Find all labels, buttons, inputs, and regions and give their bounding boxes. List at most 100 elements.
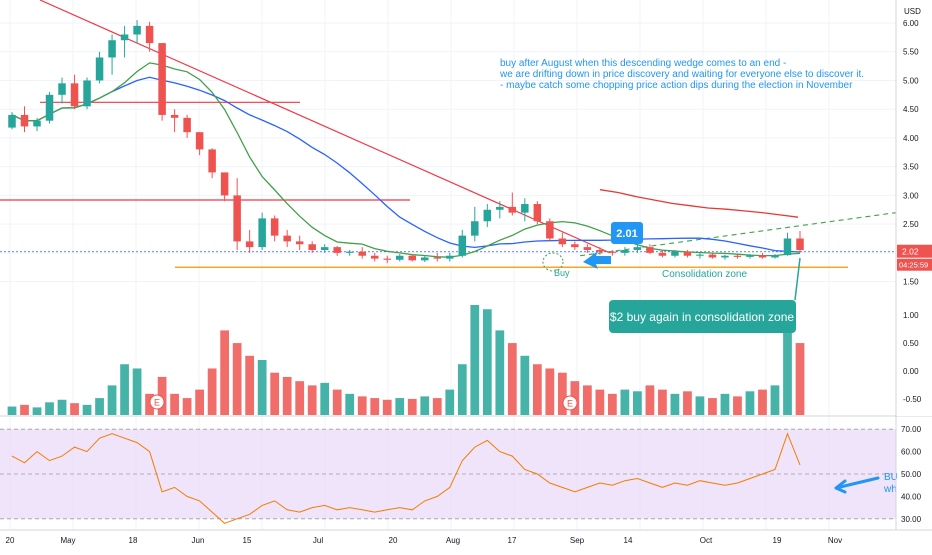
volume-bar [683, 391, 692, 415]
candle-body [658, 252, 667, 256]
volume-bar [195, 389, 204, 415]
price-tick-label: 1.50 [903, 278, 919, 287]
time-tick-label: 14 [624, 536, 633, 545]
price-tick-label: 6.00 [903, 19, 919, 28]
volume-bar [620, 389, 630, 415]
countdown-label: 04:25:59 [899, 261, 928, 270]
sma-red [599, 189, 799, 218]
volume-bar [457, 364, 467, 415]
candle-body [683, 251, 692, 256]
last-price-label: 2.02 [902, 247, 919, 257]
time-tick-label: Sep [570, 536, 585, 545]
candle-body [458, 235, 467, 256]
volume-bar [82, 404, 92, 415]
candle-body [345, 251, 354, 253]
candle-body [258, 218, 266, 248]
volume-bar [532, 364, 542, 415]
volume-bar [758, 389, 767, 415]
volume-layer [7, 305, 805, 415]
oscillator-tick-label: 1.00 [903, 311, 919, 320]
price-tick-label: 2.50 [903, 220, 919, 229]
candle-body [521, 204, 529, 213]
time-tick-label: Nov [828, 536, 842, 545]
rsi-line [11, 432, 801, 524]
volume-bar [45, 402, 54, 415]
price-axis-bg [896, 0, 932, 416]
candle-body [733, 255, 742, 257]
wedge-breakout-line [579, 212, 897, 257]
time-tick-label: 18 [129, 536, 138, 545]
callout-box [609, 300, 796, 333]
volume-bar [470, 305, 480, 415]
last-price-box [897, 244, 932, 258]
annotations-layer: buy after August when this descending we… [149, 58, 898, 495]
volume-bar [395, 398, 405, 415]
earnings-marker [562, 395, 578, 411]
volume-bar [120, 364, 129, 415]
time-tick-label: May [60, 536, 75, 545]
candle-body [183, 117, 191, 133]
candle-body [233, 195, 241, 242]
volume-bar [257, 360, 267, 415]
candle-body [220, 172, 229, 196]
price-tick-label: 5.00 [903, 76, 919, 85]
idea-text-line: we are drifting down in price discovery … [499, 69, 864, 80]
volume-bar [745, 391, 755, 415]
currency-label: USD [904, 7, 921, 16]
volume-bar [270, 372, 280, 415]
volume-bar [232, 343, 242, 415]
candle-body [608, 251, 617, 253]
candle-body [571, 244, 579, 248]
candle-body [145, 25, 154, 44]
candle-body [208, 149, 216, 173]
candle-body [195, 132, 204, 150]
buy-label: Buy [554, 268, 570, 278]
volume-bar [783, 321, 792, 415]
candle-body [108, 40, 116, 58]
volume-bar [57, 399, 67, 415]
volume-bar [370, 398, 380, 415]
price-flag-label: 2.01 [616, 228, 637, 240]
candle-body [408, 255, 417, 261]
volume-bar [7, 406, 17, 415]
oscillator-tick-label: 0.00 [903, 367, 919, 376]
candle-body [308, 244, 316, 250]
volume-bar [420, 396, 430, 415]
volume-bar [207, 368, 217, 415]
price-axis-layer: USD6.005.505.004.504.003.503.002.502.001… [895, 0, 932, 530]
rsi-tick-label: 60.00 [901, 448, 922, 457]
volume-bar [407, 398, 417, 415]
candle-body [796, 238, 804, 250]
candle-body [383, 258, 391, 260]
candle-body [758, 255, 767, 258]
candle-body [8, 114, 16, 128]
candle-body [20, 114, 29, 127]
volume-bar [795, 343, 805, 415]
volume-bar [382, 399, 392, 415]
candle-body [70, 83, 79, 107]
volume-bar [770, 385, 780, 415]
candle-body [433, 257, 442, 259]
candle-body [596, 250, 604, 252]
volume-bar [307, 385, 317, 415]
volume-bar [132, 368, 142, 415]
candles-layer [8, 20, 804, 264]
candle-body [708, 254, 717, 258]
volume-bar [695, 396, 705, 415]
candle-body [633, 247, 642, 250]
consolidation-label: Consolidation zone [662, 269, 747, 280]
volume-bar [495, 330, 505, 415]
candle-body [358, 251, 366, 256]
candle-body [533, 204, 542, 222]
volume-bar [282, 376, 292, 415]
volume-bar [145, 393, 154, 415]
rsi-tick-label: 40.00 [901, 492, 922, 501]
candle-body [120, 34, 129, 41]
volume-bar [595, 389, 605, 415]
candle-body [583, 247, 592, 250]
volume-bar [357, 396, 367, 415]
candle-body [546, 221, 554, 239]
time-tick-label: Aug [446, 536, 460, 545]
